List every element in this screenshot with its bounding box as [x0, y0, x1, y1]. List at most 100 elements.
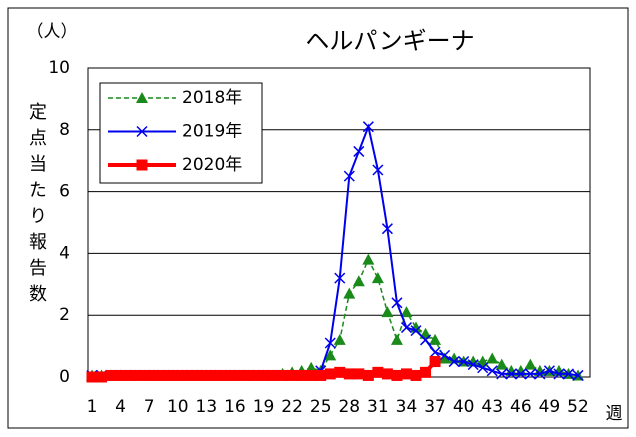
x-tick-label: 7 [144, 397, 155, 417]
marker [400, 322, 413, 334]
marker [333, 333, 346, 345]
marker [162, 369, 174, 381]
marker [267, 369, 279, 381]
marker [362, 369, 374, 381]
marker [458, 356, 470, 368]
legend-marker [136, 92, 148, 103]
y-tick-label: 6 [59, 182, 70, 202]
x-tick-label: 31 [367, 397, 389, 417]
chart-title: ヘルパンギーナ [305, 27, 474, 55]
legend-label: 2019年 [182, 122, 242, 142]
marker [286, 369, 298, 381]
marker [429, 346, 441, 358]
marker [543, 365, 555, 377]
x-tick-label: 52 [567, 397, 589, 417]
x-tick-label: 49 [539, 397, 561, 417]
x-tick-label: 10 [167, 397, 189, 417]
marker [381, 306, 394, 318]
marker [343, 368, 355, 380]
x-tick-label: 34 [396, 397, 418, 417]
marker [515, 368, 527, 380]
marker [238, 369, 250, 381]
marker [248, 369, 260, 381]
marker [210, 369, 222, 381]
marker [191, 369, 203, 381]
marker [534, 368, 546, 380]
marker [429, 356, 441, 368]
marker [467, 359, 479, 371]
x-tick-label: 40 [453, 397, 475, 417]
marker [353, 145, 365, 157]
marker [410, 325, 422, 337]
x-tick-label: 22 [281, 397, 303, 417]
x-tick-label: 28 [338, 397, 360, 417]
marker [429, 333, 442, 345]
x-tick-label: 43 [481, 397, 503, 417]
marker [372, 164, 384, 176]
marker [400, 368, 412, 380]
y-tick-label: 2 [59, 305, 70, 325]
marker [477, 362, 489, 374]
series-line [92, 257, 579, 377]
marker [277, 369, 289, 381]
marker [229, 369, 241, 381]
y-tick-label: 8 [59, 120, 70, 140]
marker [153, 369, 165, 381]
marker [143, 369, 155, 381]
marker [86, 371, 98, 383]
x-tick-label: 1 [87, 397, 98, 417]
marker [362, 253, 375, 265]
marker [486, 365, 498, 377]
x-tick-label: 46 [510, 397, 532, 417]
marker [496, 368, 508, 380]
marker [172, 369, 184, 381]
marker [362, 121, 374, 133]
marker [96, 371, 108, 383]
marker [115, 369, 127, 381]
legend-marker [136, 125, 148, 138]
marker [352, 275, 365, 287]
marker [334, 366, 346, 378]
marker [105, 369, 117, 381]
marker [495, 358, 508, 370]
x-tick-label: 16 [224, 397, 246, 417]
marker [410, 369, 422, 381]
y-tick-label: 4 [59, 243, 70, 263]
unit-label: （人） [27, 22, 78, 42]
marker [181, 369, 193, 381]
legend-label: 2018年 [182, 88, 242, 108]
marker [343, 287, 356, 299]
legend-marker [136, 159, 148, 171]
y-tick-label: 10 [48, 58, 70, 78]
marker [438, 352, 451, 364]
marker [524, 368, 536, 380]
marker [134, 369, 146, 381]
marker [381, 223, 393, 235]
x-tick-label: 13 [196, 397, 218, 417]
marker [400, 306, 413, 318]
marker [572, 369, 584, 381]
marker [524, 358, 537, 370]
marker [391, 369, 403, 381]
marker [419, 334, 432, 346]
marker [448, 356, 460, 368]
y-axis-label: 定点当たり報告数 [26, 102, 47, 310]
y-tick-label: 0 [59, 367, 70, 387]
marker [200, 369, 212, 381]
legend: 2018年 2019年 2020年 [99, 82, 263, 184]
x-tick-label: 4 [115, 397, 126, 417]
x-tick-label: 37 [424, 397, 446, 417]
x-axis-label: 週 [606, 404, 623, 424]
marker [315, 369, 327, 381]
marker [390, 333, 403, 345]
marker [305, 369, 317, 381]
marker [391, 297, 403, 309]
marker [505, 368, 517, 380]
marker [353, 368, 365, 380]
marker [372, 366, 384, 378]
marker [324, 349, 337, 361]
frame [7, 7, 629, 429]
marker [439, 349, 451, 361]
marker [324, 368, 336, 380]
